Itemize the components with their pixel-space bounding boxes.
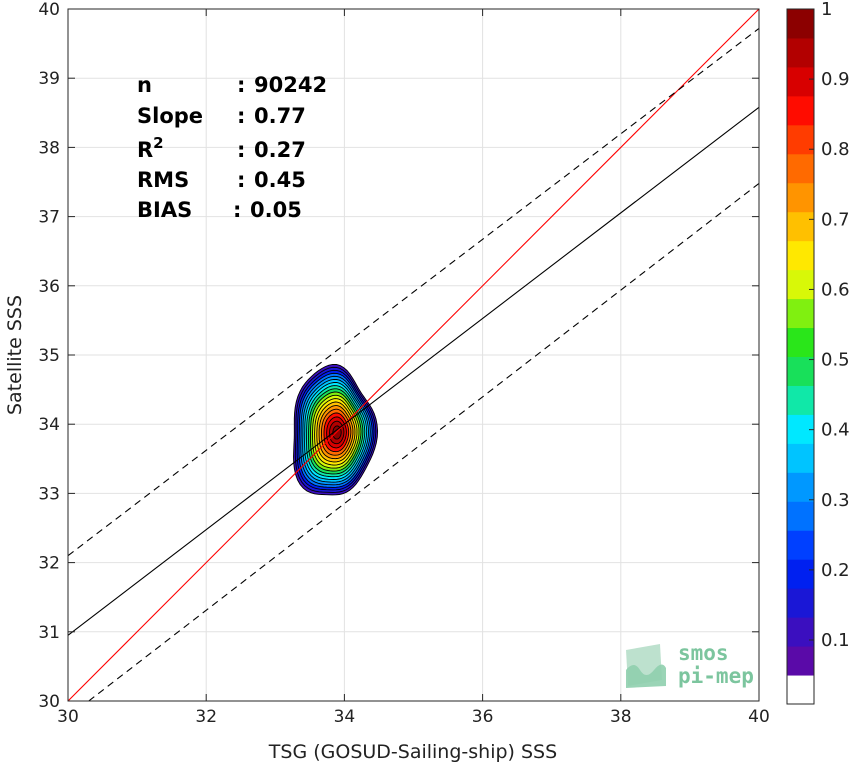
colorbar-tick-label: 0.9	[821, 69, 850, 90]
stat-value: 0.45	[254, 168, 306, 192]
y-tick-label: 39	[38, 69, 60, 89]
y-tick-label: 31	[38, 623, 60, 643]
colorbar-segment	[787, 9, 814, 39]
colorbar-tick-label: 0.1	[821, 630, 850, 651]
y-tick-label: 40	[38, 0, 60, 20]
identity-line	[68, 9, 759, 701]
colorbar-segment	[787, 298, 814, 329]
y-tick-label: 38	[38, 138, 60, 158]
regression-line	[68, 106, 759, 636]
colorbar-segment	[787, 153, 814, 184]
x-axis-ticks: 30 32 34 36 38 40	[57, 9, 770, 727]
colorbar-segment	[787, 588, 814, 618]
y-tick-label: 32	[38, 554, 60, 574]
colorbar-segment	[787, 182, 814, 213]
stat-separator: :	[237, 168, 245, 192]
colorbar-tick-label: 0.6	[821, 279, 850, 300]
colorbar-tick-label: 0.3	[821, 490, 850, 511]
colorbar-segment	[787, 443, 814, 473]
colorbar-segment	[787, 559, 814, 589]
smos-pi-mep-logo: smos pi-mep	[626, 641, 754, 688]
y-tick-label: 34	[38, 415, 60, 435]
stat-separator: :	[233, 198, 241, 222]
stat-label: n	[137, 73, 152, 97]
x-tick-label: 34	[334, 707, 356, 727]
colorbar-segment	[787, 530, 814, 560]
stats-annotation: n: 90242 Slope: 0.77 R2: 0.27 RMS: 0.45 BIAS…	[137, 73, 327, 222]
colorbar-frame	[786, 8, 815, 705]
logo-graphic-wave	[626, 664, 666, 688]
colorbar-segment	[787, 66, 814, 97]
stat-separator: :	[237, 104, 245, 128]
colorbar-segment	[787, 240, 814, 271]
colorbar-segment	[787, 385, 814, 415]
x-tick-label: 38	[610, 707, 632, 727]
colorbar: 0.1 0.2 0.3 0.4 0.5 0.6 0.7 0.8 0.9 1	[786, 0, 850, 705]
colorbar-segment	[787, 617, 814, 647]
stat-value: 0.05	[250, 198, 302, 222]
x-tick-label: 30	[57, 707, 79, 727]
colorbar-tick-label: 1	[821, 0, 832, 20]
logo-line1: smos	[678, 641, 729, 665]
stat-separator: :	[237, 73, 245, 97]
y-axis-ticks: 30 31 32 33 34 35 36 37 38 39 40	[38, 0, 759, 712]
colorbar-segment	[787, 211, 814, 242]
upper-bound-line	[68, 27, 759, 557]
colorbar-tick-label: 0.2	[821, 560, 850, 581]
colorbar-segment	[787, 675, 814, 705]
colorbar-segment	[787, 646, 814, 676]
stat-value: 0.77	[254, 104, 306, 128]
x-tick-label: 32	[195, 707, 217, 727]
colorbar-segment	[787, 472, 814, 502]
x-tick-label: 40	[748, 707, 770, 727]
colorbar-tick-label: 0.8	[821, 139, 850, 160]
density-contours	[293, 363, 379, 496]
colorbar-segment	[787, 95, 814, 126]
stat-value: 0.27	[254, 138, 306, 162]
colorbar-segment	[787, 124, 814, 155]
y-axis-label: Satellite SSS	[4, 295, 26, 415]
y-tick-label: 36	[38, 277, 60, 297]
y-tick-label: 37	[38, 208, 60, 228]
logo-line2: pi-mep	[678, 664, 754, 688]
colorbar-segment	[787, 414, 814, 444]
lower-bound-line	[88, 182, 759, 701]
colorbar-segment	[787, 269, 814, 300]
x-tick-label: 36	[472, 707, 494, 727]
colorbar-segment	[787, 327, 814, 357]
stat-label: RMS	[137, 168, 189, 192]
y-tick-label: 33	[38, 484, 60, 504]
grid	[68, 9, 759, 701]
colorbar-segment	[787, 37, 814, 68]
stat-value: 90242	[254, 73, 327, 97]
colorbar-segment	[787, 356, 814, 386]
x-axis-label: TSG (GOSUD-Sailing-ship) SSS	[268, 741, 557, 763]
colorbar-segment	[787, 501, 814, 531]
stat-label: BIAS	[137, 198, 192, 222]
colorbar-tick-label: 0.7	[821, 209, 850, 230]
stat-separator: :	[237, 138, 245, 162]
stat-label: Slope	[137, 104, 203, 128]
fit-lines	[68, 9, 759, 701]
y-tick-label: 35	[38, 346, 60, 366]
colorbar-tick-label: 0.4	[821, 420, 850, 441]
stat-label: R2	[137, 134, 164, 162]
colorbar-tick-label: 0.5	[821, 350, 850, 371]
y-tick-label: 30	[38, 692, 60, 712]
